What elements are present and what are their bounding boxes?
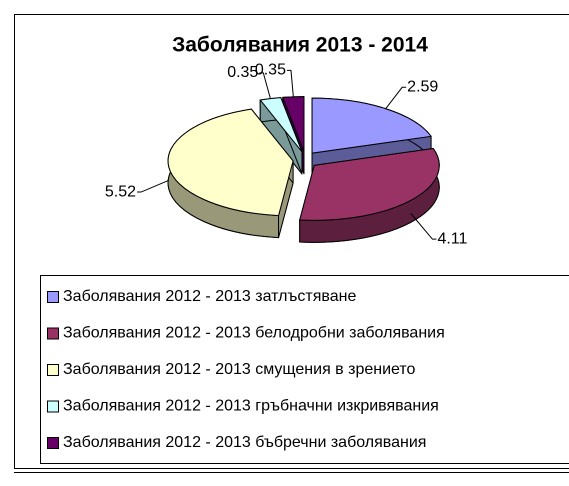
leader-line — [385, 86, 407, 110]
leader-line — [286, 69, 294, 97]
data-label: 0.35 — [227, 64, 258, 81]
data-label: 0.35 — [255, 62, 286, 79]
legend-swatch — [47, 400, 59, 413]
leader-line — [137, 179, 170, 193]
legend-label: Заболявания 2012 - 2013 затлъстяване — [63, 288, 356, 305]
legend-swatch — [47, 364, 59, 376]
slice-top — [167, 108, 294, 217]
legend-swatch — [47, 291, 59, 303]
legend-box — [40, 275, 569, 464]
slice-top — [259, 97, 303, 153]
legend-swatch — [47, 437, 59, 449]
chart-title: Заболявания 2013 - 2014 — [172, 34, 428, 57]
legend-label: Заболявания 2012 - 2013 гръбначни изкрив… — [63, 398, 439, 415]
leader-line — [259, 72, 271, 99]
slice — [299, 148, 440, 243]
slice-top — [299, 148, 440, 221]
slice-top — [282, 96, 305, 153]
legend-label: Заболявания 2012 - 2013 бъбречни заболяв… — [63, 434, 426, 451]
slice-top — [311, 97, 432, 154]
legend-label: Заболявания 2012 - 2013 смущения в зрени… — [63, 361, 416, 378]
legend-label: Заболявания 2012 - 2013 белодробни забол… — [63, 325, 445, 342]
legend-swatch — [47, 327, 59, 340]
data-label: 5.52 — [105, 183, 136, 200]
slice — [167, 108, 294, 239]
data-label: 4.11 — [437, 230, 467, 247]
leader-line — [410, 213, 437, 240]
data-label: 2.59 — [407, 78, 438, 95]
